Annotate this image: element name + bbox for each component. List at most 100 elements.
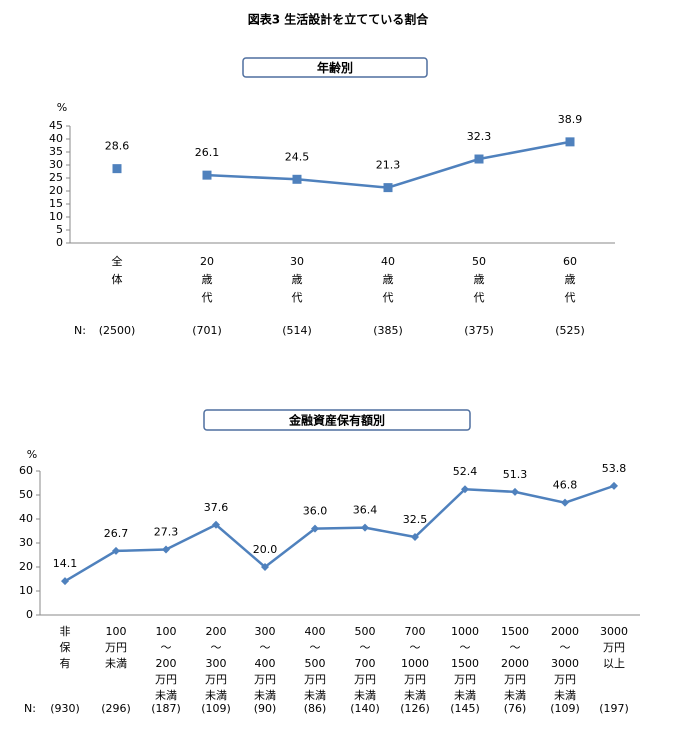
x-tick-label: 20 — [200, 255, 214, 268]
x-tick-label: 400 — [255, 657, 276, 670]
chart-title-box — [242, 57, 428, 78]
x-tick-label: ～ — [460, 641, 471, 654]
n-value: (197) — [599, 702, 629, 715]
x-tick-label: 1500 — [501, 625, 529, 638]
x-tick-label: 万円 — [354, 673, 376, 686]
chart-title-box — [203, 409, 471, 431]
series-line — [64, 484, 615, 583]
marker — [383, 183, 393, 193]
y-tick-label: 50 — [19, 488, 33, 501]
x-tick-label: 50 — [472, 255, 486, 268]
n-value: (514) — [282, 324, 312, 337]
n-value: (525) — [555, 324, 585, 337]
n-value: (109) — [201, 702, 231, 715]
x-tick-label: 60 — [563, 255, 577, 268]
n-value: (145) — [450, 702, 480, 715]
marker — [61, 577, 69, 586]
x-tick-label: 体 — [112, 272, 123, 286]
x-tick-label: 万円 — [454, 673, 476, 686]
n-value: (296) — [101, 702, 131, 715]
x-tick-label: 200 — [156, 657, 177, 670]
marker — [261, 563, 269, 571]
x-tick-label: 万円 — [254, 673, 276, 686]
n-label: N: — [24, 702, 36, 715]
y-tick-label: 15 — [49, 197, 63, 210]
x-tick-label: 万円 — [554, 673, 576, 686]
data-label: 26.7 — [104, 527, 129, 540]
x-tick-label: 代 — [565, 291, 576, 304]
n-value: (90) — [254, 702, 277, 715]
n-value: (701) — [192, 324, 222, 337]
marker — [561, 498, 569, 507]
n-value: (86) — [304, 702, 327, 715]
x-tick-label: 500 — [305, 657, 326, 670]
x-tick-label: 代 — [474, 291, 485, 304]
y-tick-label: 20 — [49, 184, 63, 197]
data-label: 38.9 — [558, 113, 583, 126]
y-tick-label: 5 — [56, 223, 63, 236]
x-tick-label: 700 — [405, 625, 426, 638]
marker — [311, 524, 319, 533]
marker — [474, 154, 484, 164]
x-tick-label: 万円 — [603, 641, 625, 654]
n-value: (385) — [373, 324, 403, 337]
n-value: (126) — [400, 702, 430, 715]
x-tick-label: 未満 — [454, 689, 476, 702]
data-label: 36.4 — [353, 504, 378, 517]
n-value: (109) — [550, 702, 580, 715]
n-label: N: — [74, 324, 86, 337]
chart-title: 金融資産保有額別 — [288, 413, 385, 428]
data-label: 28.6 — [105, 140, 130, 153]
marker — [610, 481, 618, 490]
y-tick-label: 20 — [19, 560, 33, 573]
y-tick-label: 60 — [19, 464, 33, 477]
x-tick-label: 以上 — [603, 657, 625, 670]
y-tick-label: 35 — [49, 145, 63, 158]
x-tick-label: 300 — [206, 657, 227, 670]
x-tick-label: 30 — [290, 255, 304, 268]
y-axis-label: % — [57, 101, 67, 114]
marker — [511, 487, 519, 496]
marker — [202, 170, 212, 180]
y-tick-label: 0 — [26, 608, 33, 621]
data-label: 52.4 — [453, 465, 478, 478]
data-label: 32.5 — [403, 513, 428, 526]
y-tick-label: 0 — [56, 236, 63, 249]
x-tick-label: ～ — [510, 641, 521, 654]
x-tick-label: 2000 — [501, 657, 529, 670]
n-value: (2500) — [99, 324, 136, 337]
x-tick-label: 未満 — [254, 689, 276, 702]
x-tick-label: 2000 — [551, 625, 579, 638]
page-title: 図表3 生活設計を立てている割合 — [248, 12, 430, 27]
data-label: 36.0 — [303, 505, 328, 518]
x-tick-label: 未満 — [304, 689, 326, 702]
x-tick-label: ～ — [410, 641, 421, 654]
x-tick-label: 代 — [202, 291, 213, 304]
x-tick-label: 未満 — [404, 689, 426, 702]
x-tick-label: 400 — [305, 625, 326, 638]
x-tick-label: 未満 — [354, 689, 376, 702]
data-label: 51.3 — [503, 468, 528, 481]
data-label: 46.8 — [553, 479, 578, 492]
x-tick-label: 万円 — [504, 673, 526, 686]
marker — [292, 174, 302, 184]
x-tick-label: ～ — [161, 641, 172, 654]
marker — [461, 485, 469, 494]
x-tick-label: 1500 — [451, 657, 479, 670]
x-tick-label: 全 — [112, 254, 123, 268]
x-tick-label: 万円 — [404, 673, 426, 686]
n-value: (76) — [504, 702, 527, 715]
x-tick-label: 代 — [383, 291, 394, 304]
data-label: 24.5 — [285, 150, 310, 163]
n-value: (140) — [350, 702, 380, 715]
x-tick-label: 3000 — [600, 625, 628, 638]
x-tick-label: 100 — [106, 625, 127, 638]
x-tick-label: 歳 — [292, 273, 303, 286]
x-tick-label: 200 — [206, 625, 227, 638]
marker — [212, 520, 220, 529]
x-tick-label: 3000 — [551, 657, 579, 670]
x-tick-label: 歳 — [202, 273, 213, 286]
marker — [361, 523, 369, 532]
chart-title: 年齢別 — [317, 60, 353, 75]
